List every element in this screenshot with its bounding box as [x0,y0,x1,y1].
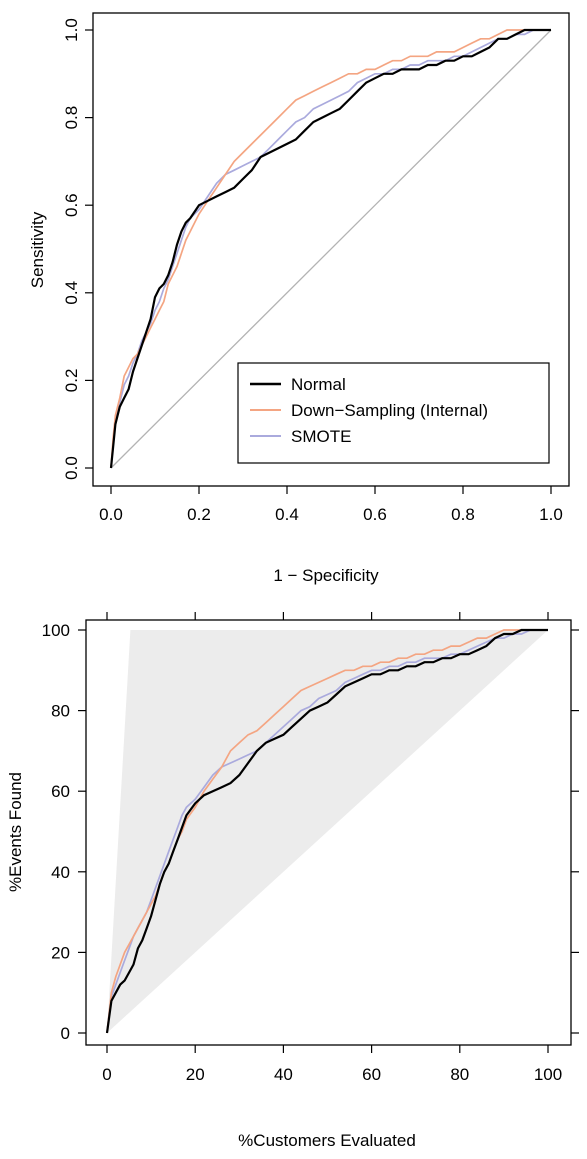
lift-y-axis-title: %Events Found [6,772,25,892]
roc-legend: Normal Down−Sampling (Internal) SMOTE [237,362,550,464]
roc-x-tick-label: 0.4 [275,505,299,524]
lift-opposite-ticks [106,612,579,1034]
roc-x-tick-label: 0.6 [363,505,387,524]
roc-y-tick-label: 0.4 [62,281,81,305]
roc-diagonal-line [110,29,552,469]
lift-x-tick-label: 20 [186,1065,205,1084]
roc-y-tick-label: 0.6 [62,193,81,217]
lift-x-tick-label: 0 [102,1065,111,1084]
lift-x-tick-label: 60 [362,1065,381,1084]
lift-x-tick-label: 100 [534,1065,562,1084]
roc-legend-box [237,362,550,464]
roc-y-tick-label: 1.0 [62,18,81,42]
lift-y-tick-label: 100 [42,621,70,640]
lift-plot-frame [85,619,572,1046]
lift-series-group [105,628,548,1034]
lift-panel: 0 20 40 60 80 100 0 20 40 60 80 100 %Customers Eva… [6,612,579,1150]
lift-x-axis-title: %Customers Evaluated [238,1131,416,1150]
lift-x-tick-label: 40 [274,1065,293,1084]
roc-y-axis: 0.0 0.2 0.4 0.6 0.8 1.0 [62,18,93,480]
legend-label-normal: Normal [291,375,346,394]
roc-panel: 0.0 0.2 0.4 0.6 0.8 1.0 0.0 0.2 0.4 0.6 0.8 1.0 No… [28,12,570,585]
roc-x-axis: 0.0 0.2 0.4 0.6 0.8 1.0 [99,486,563,524]
lift-shaded-region [107,630,548,1033]
roc-x-tick-label: 0.8 [451,505,475,524]
lift-series-normal [105,628,548,1034]
roc-y-axis-title: Sensitivity [28,211,47,288]
lift-x-axis: 0 20 40 60 80 100 [102,1045,562,1084]
roc-series-down-sampling-internal [110,29,551,469]
roc-series-normal [109,28,551,469]
lift-y-tick-label: 0 [61,1024,70,1043]
lift-y-tick-label: 20 [51,943,70,962]
roc-y-tick-label: 0.2 [62,369,81,393]
lift-y-tick-label: 60 [51,782,70,801]
lift-shaded-polygon [107,630,548,1033]
roc-y-tick-label: 0.8 [62,106,81,130]
roc-series-group [109,28,551,469]
roc-x-tick-label: 1.0 [539,505,563,524]
lift-y-axis: 0 20 40 60 80 100 [42,621,86,1043]
lift-x-tick-label: 80 [450,1065,469,1084]
roc-y-tick-label: 0.0 [62,456,81,480]
roc-x-axis-title: 1 − Specificity [273,566,379,585]
lift-y-tick-label: 40 [51,863,70,882]
lift-series-down-sampling-internal [106,629,548,1034]
legend-label-smote: SMOTE [291,427,351,446]
roc-reference-diagonal [110,29,552,469]
roc-x-tick-label: 0.2 [187,505,211,524]
roc-x-tick-label: 0.0 [99,505,123,524]
legend-label-down-sampling: Down−Sampling (Internal) [291,401,488,420]
lift-y-tick-label: 80 [51,702,70,721]
